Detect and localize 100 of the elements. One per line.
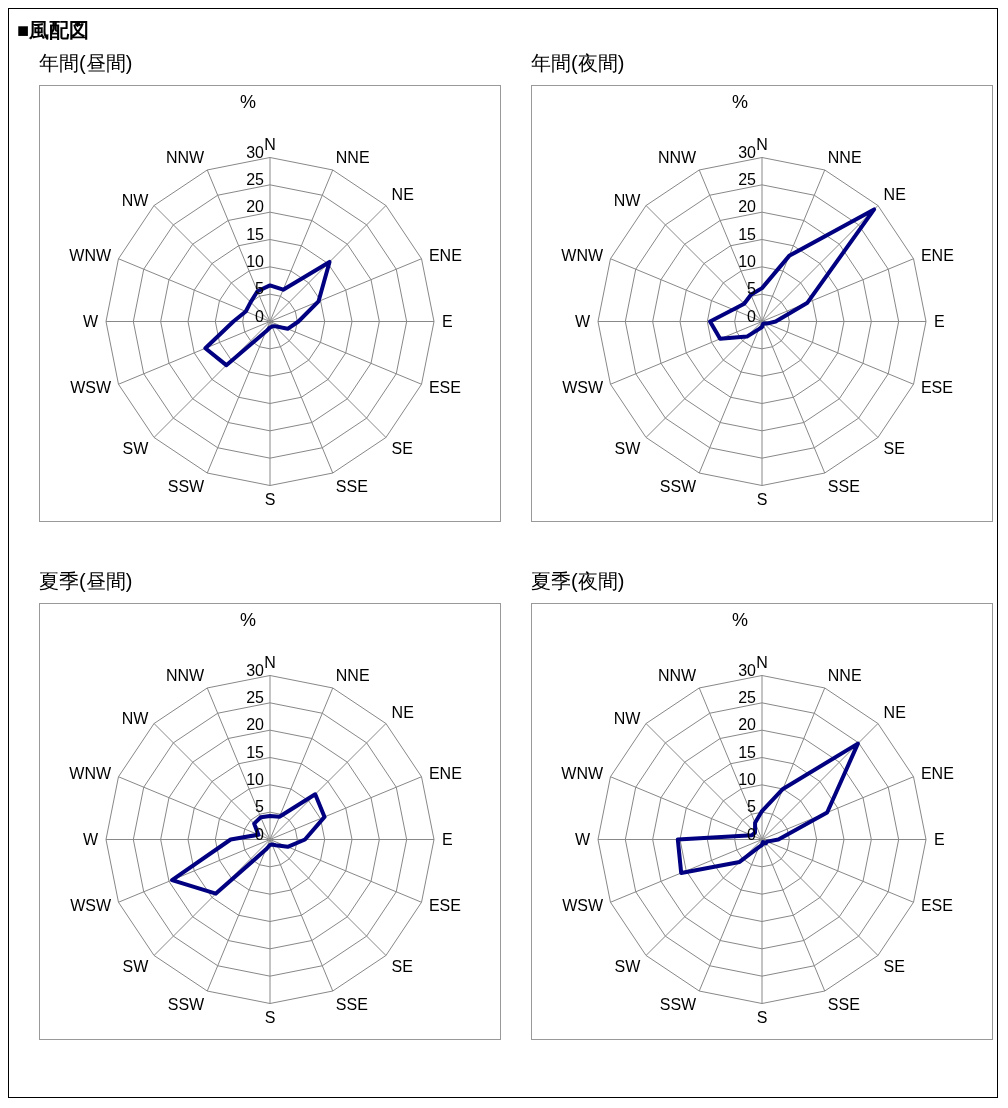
- spoke-label: SSE: [827, 995, 860, 1013]
- spoke-label: WNW: [561, 765, 604, 783]
- spoke-label: NNW: [657, 666, 698, 684]
- spoke-label: SW: [614, 958, 642, 976]
- spoke-label: NE: [883, 185, 906, 203]
- text: %: [732, 92, 749, 113]
- spoke-label: N: [756, 135, 768, 153]
- text: %: [732, 610, 749, 631]
- spoke-label: W: [574, 831, 591, 849]
- spoke-label: W: [82, 831, 99, 849]
- spoke-label: E: [442, 313, 453, 331]
- spoke-label: NNW: [657, 148, 698, 166]
- y-tick-label: 20: [246, 716, 265, 734]
- y-tick-label: 15: [246, 743, 265, 761]
- y-tick-label: 30: [738, 661, 757, 679]
- spoke-label: WSW: [70, 379, 112, 396]
- spoke-label: NW: [613, 191, 642, 209]
- spoke-label: N: [756, 653, 768, 671]
- y-tick-label: 15: [246, 225, 265, 243]
- spoke-label: SE: [391, 958, 413, 976]
- spoke-label: WNW: [69, 247, 112, 265]
- spoke-label: ESE: [428, 379, 461, 396]
- text: %: [240, 92, 257, 113]
- spoke-label: SW: [122, 958, 150, 976]
- y-tick-label: 20: [738, 716, 757, 734]
- y-tick-label: 10: [738, 770, 757, 788]
- spoke-label: ESE: [920, 379, 953, 396]
- spoke-label: S: [264, 490, 276, 508]
- y-tick-label: 30: [246, 661, 265, 679]
- spoke-label: NW: [613, 709, 642, 727]
- spoke-label: ENE: [428, 247, 462, 265]
- spoke-label: N: [264, 653, 276, 671]
- spoke-label: NNE: [827, 148, 862, 166]
- y-tick-label: 20: [738, 198, 757, 216]
- y-tick-label: 0: [747, 825, 757, 843]
- spoke-label: SSE: [335, 995, 368, 1013]
- spoke-label: S: [756, 490, 768, 508]
- spoke-label: NE: [391, 185, 414, 203]
- spoke-label: S: [756, 1008, 768, 1026]
- spoke-label: E: [442, 831, 453, 849]
- spoke-label: SSW: [167, 995, 206, 1013]
- spoke-label: ESE: [428, 897, 461, 914]
- y-tick-label: 25: [246, 170, 265, 188]
- spoke-label: NE: [391, 703, 414, 721]
- chart-title: 年間(夜間): [531, 51, 626, 76]
- spoke-label: NNW: [165, 148, 206, 166]
- y-tick-label: 10: [738, 252, 757, 270]
- text: ■風配図: [17, 18, 91, 43]
- spoke-label: SE: [883, 958, 905, 976]
- spoke-label: SE: [883, 440, 905, 458]
- spoke-label: NW: [121, 191, 150, 209]
- y-tick-label: 25: [246, 688, 265, 706]
- spoke-label: NNE: [335, 148, 370, 166]
- y-tick-label: 25: [738, 170, 757, 188]
- y-tick-label: 20: [246, 198, 265, 216]
- y-tick-label: 10: [246, 770, 265, 788]
- spoke-label: SW: [122, 440, 150, 458]
- y-tick-label: 10: [246, 252, 265, 270]
- chart-title: 夏季(昼間): [39, 569, 134, 594]
- spoke-label: W: [82, 313, 99, 331]
- spoke-label: NNE: [827, 666, 862, 684]
- spoke-label: SSW: [167, 477, 206, 495]
- spoke-label: ENE: [920, 247, 954, 265]
- spoke-label: SE: [391, 440, 413, 458]
- y-tick-label: 5: [255, 798, 265, 816]
- spoke-label: NNE: [335, 666, 370, 684]
- spoke-label: NNW: [165, 666, 206, 684]
- y-tick-label: 0: [747, 307, 757, 325]
- spoke-label: NW: [121, 709, 150, 727]
- spoke-label: SSW: [659, 477, 698, 495]
- spoke-label: E: [934, 313, 945, 331]
- text: %: [240, 610, 257, 631]
- y-tick-label: 5: [747, 798, 757, 816]
- spoke-label: S: [264, 1008, 276, 1026]
- spoke-label: SW: [614, 440, 642, 458]
- y-tick-label: 15: [738, 225, 757, 243]
- spoke-label: W: [574, 313, 591, 331]
- chart-title: 夏季(夜間): [531, 569, 626, 594]
- spoke-label: SSW: [659, 995, 698, 1013]
- y-tick-label: 5: [255, 280, 265, 298]
- spoke-label: E: [934, 831, 945, 849]
- spoke-label: WSW: [562, 379, 604, 396]
- spoke-label: ENE: [428, 765, 462, 783]
- spoke-label: WNW: [561, 247, 604, 265]
- spoke-label: NE: [883, 703, 906, 721]
- y-tick-label: 25: [738, 688, 757, 706]
- spoke-label: WSW: [70, 897, 112, 914]
- spoke-label: WNW: [69, 765, 112, 783]
- chart-title: 年間(昼間): [39, 51, 134, 76]
- spoke-label: WSW: [562, 897, 604, 914]
- spoke-label: ENE: [920, 765, 954, 783]
- y-tick-label: 0: [255, 825, 265, 843]
- spoke-label: SSE: [335, 477, 368, 495]
- spoke-label: N: [264, 135, 276, 153]
- y-tick-label: 0: [255, 307, 265, 325]
- spoke-label: ESE: [920, 897, 953, 914]
- spoke-label: SSE: [827, 477, 860, 495]
- y-tick-label: 30: [738, 143, 757, 161]
- y-tick-label: 15: [738, 743, 757, 761]
- y-tick-label: 30: [246, 143, 265, 161]
